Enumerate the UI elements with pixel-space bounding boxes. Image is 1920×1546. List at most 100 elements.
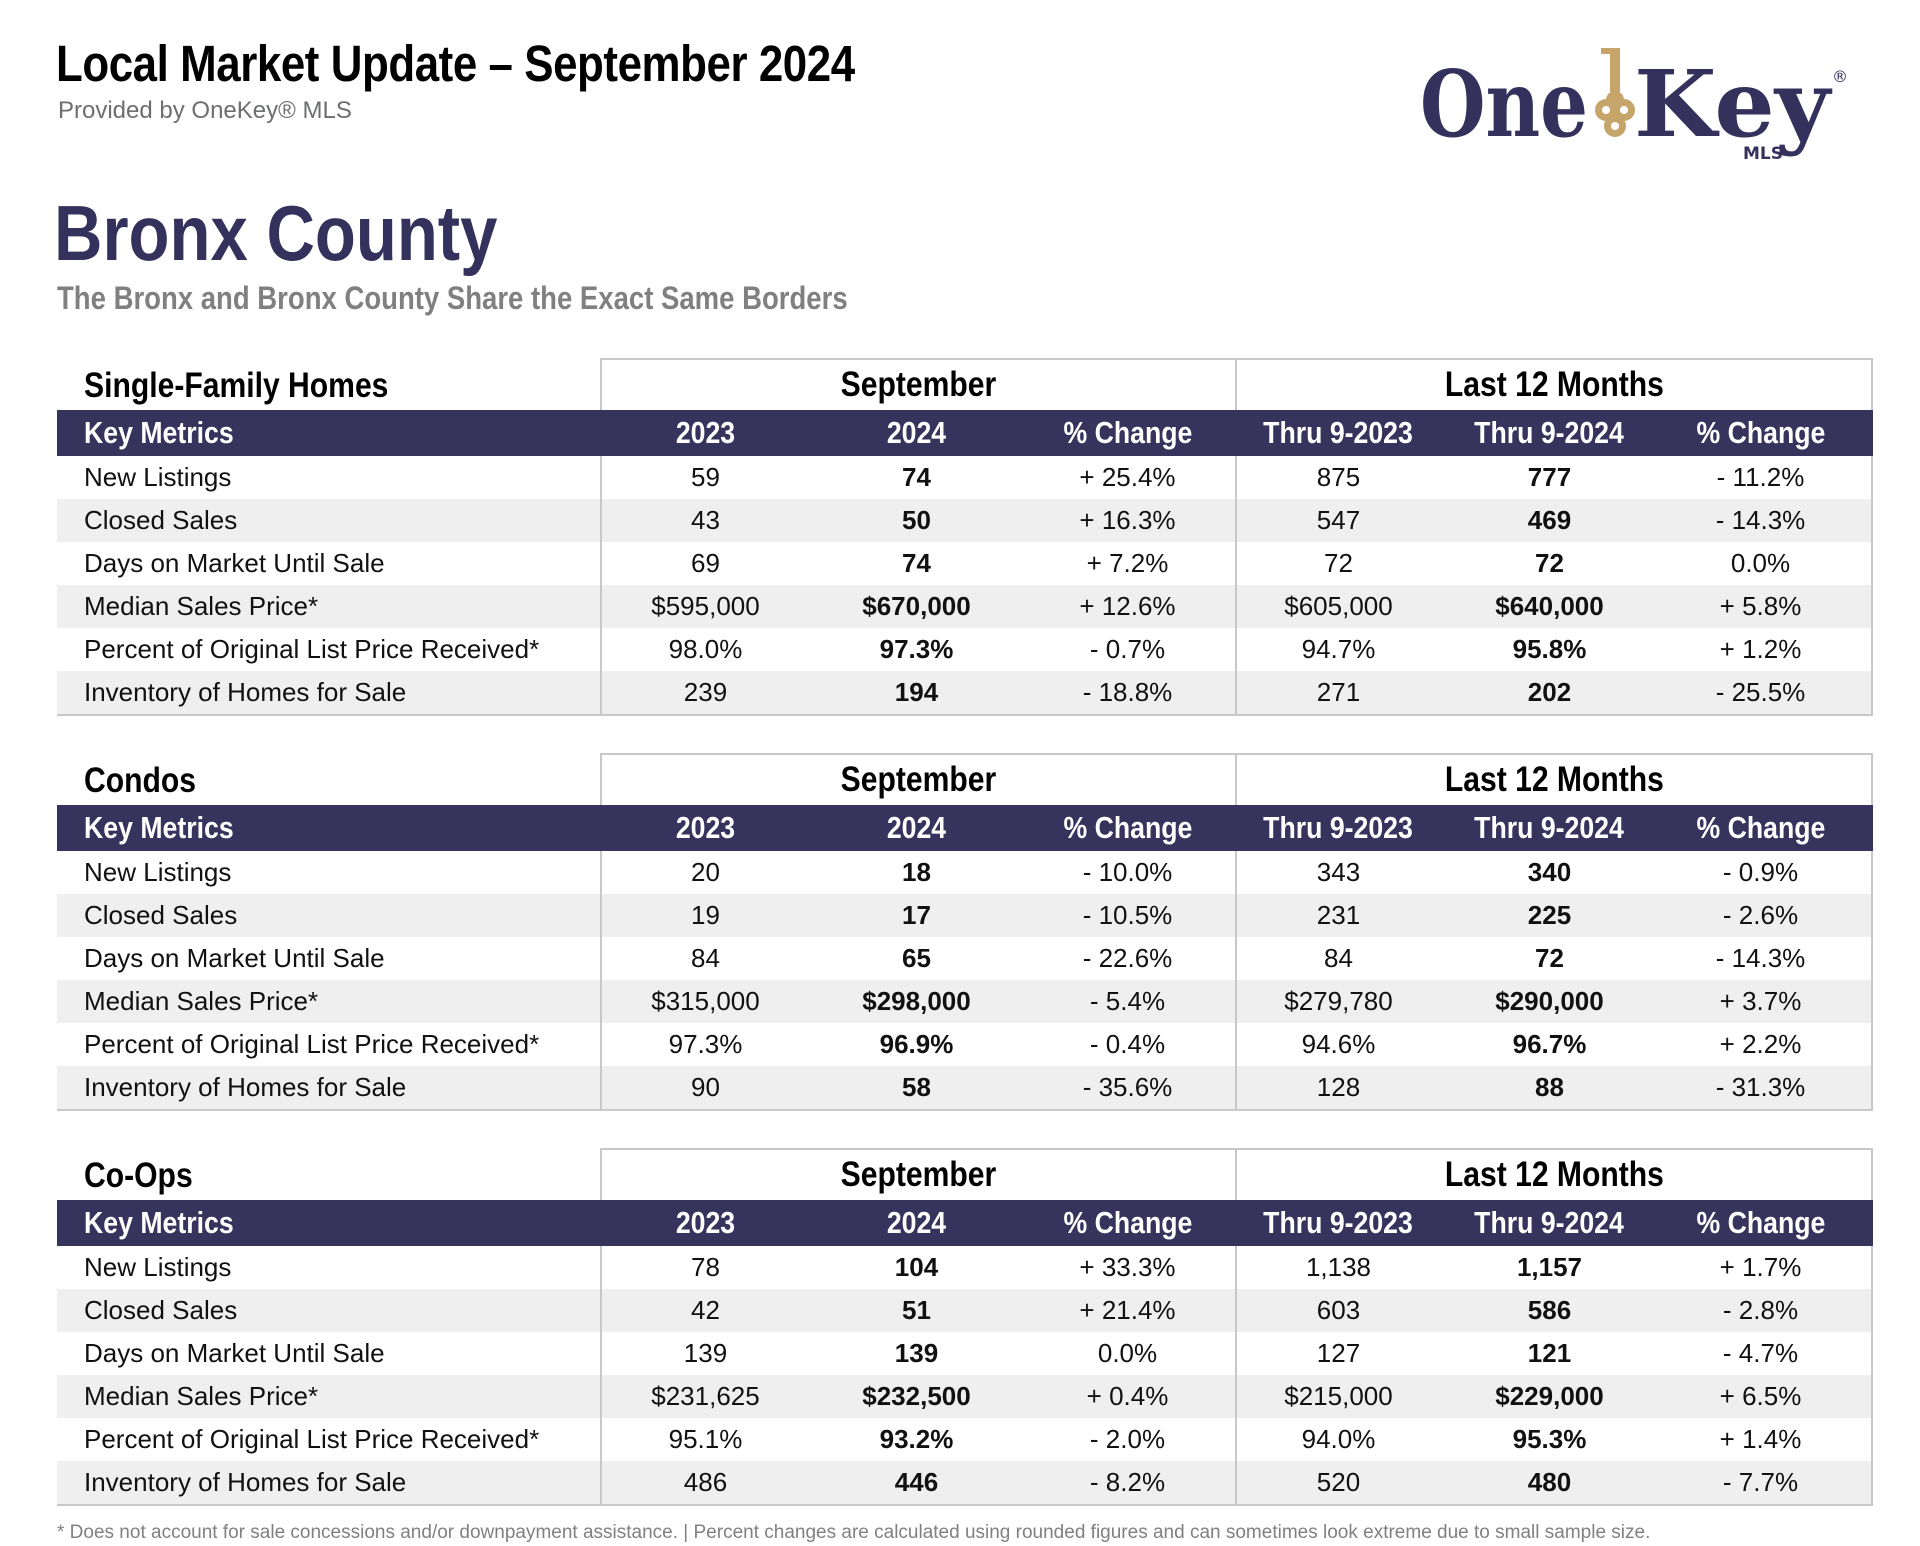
metric-value: - 25.5% — [1715, 677, 1806, 707]
metric-label: Median Sales Price* — [84, 986, 319, 1016]
metric-value: 58 — [902, 1072, 931, 1102]
metric-value: $231,625 — [651, 1381, 760, 1411]
column-header: % Change — [1655, 810, 1866, 846]
metric-value: - 0.7% — [1089, 634, 1166, 664]
column-header-label: Key Metrics — [84, 810, 234, 845]
metric-value: 94.0% — [1301, 1424, 1376, 1454]
column-header-label: 2023 — [675, 1205, 736, 1240]
table-body: New Listings 59 74 + 25.4% 875 777 - 11.2% Clos… — [57, 456, 1873, 716]
metric-value: 98.0% — [668, 634, 743, 664]
metric-value: + 2.2% — [1719, 1029, 1802, 1059]
divider-line — [1235, 456, 1237, 714]
metric-value: $215,000 — [1284, 1381, 1393, 1411]
metric-value: 74 — [902, 462, 931, 492]
table-row: Percent of Original List Price Received*… — [57, 628, 1873, 671]
metric-label: New Listings — [84, 1252, 232, 1282]
metric-value: 97.3% — [879, 634, 954, 664]
report-provider: Provided by OneKey® MLS — [58, 97, 352, 124]
metric-value: 446 — [894, 1467, 939, 1497]
metric-value: $232,500 — [862, 1381, 971, 1411]
metric-value: 0.0% — [1097, 1338, 1158, 1368]
metric-label: Median Sales Price* — [84, 1381, 319, 1411]
metric-label: Days on Market Until Sale — [84, 548, 385, 578]
metric-value: - 0.9% — [1722, 857, 1799, 887]
metric-value: - 2.6% — [1722, 900, 1799, 930]
metric-value: $640,000 — [1495, 591, 1604, 621]
metric-value: 20 — [691, 857, 720, 887]
metric-value: $298,000 — [862, 986, 971, 1016]
table-row: Closed Sales 43 50 + 16.3% 547 469 - 14.3% — [57, 499, 1873, 542]
divider-line — [1871, 1246, 1873, 1504]
metric-value: $279,780 — [1284, 986, 1393, 1016]
column-header: % Change — [1655, 1205, 1866, 1241]
metric-value: 72 — [1535, 548, 1564, 578]
metric-value: - 8.2% — [1089, 1467, 1166, 1497]
metric-value: - 10.0% — [1082, 857, 1173, 887]
section-title: Condos — [84, 761, 197, 800]
column-header: % Change — [1022, 810, 1233, 846]
metric-value: 95.3% — [1512, 1424, 1587, 1454]
metric-value: 96.9% — [879, 1029, 954, 1059]
column-header-label: % Change — [1696, 810, 1825, 845]
metric-value: 128 — [1316, 1072, 1361, 1102]
metric-value: 469 — [1527, 505, 1572, 535]
group-label-month: September — [840, 1155, 997, 1194]
logo-word-key: Key — [1634, 50, 1833, 158]
metric-value: 74 — [902, 548, 931, 578]
metric-value: - 2.8% — [1722, 1295, 1799, 1325]
metric-value: 50 — [902, 505, 931, 535]
table-row: Percent of Original List Price Received*… — [57, 1418, 1873, 1461]
table-row: Days on Market Until Sale 84 65 - 22.6% 84 72… — [57, 937, 1873, 980]
metric-value: 59 — [691, 462, 720, 492]
metric-value: - 18.8% — [1082, 677, 1173, 707]
metric-value: + 7.2% — [1086, 548, 1169, 578]
county-subtitle: The Bronx and Bronx County Share the Exa… — [57, 280, 848, 316]
column-header: 2024 — [811, 1205, 1022, 1241]
column-header-label: % Change — [1063, 810, 1192, 845]
metric-value: 43 — [691, 505, 720, 535]
divider-line — [600, 851, 602, 1109]
column-header-label: Key Metrics — [84, 1205, 234, 1240]
metric-value: 69 — [691, 548, 720, 578]
metric-value: 875 — [1316, 462, 1361, 492]
column-header-label: % Change — [1063, 1205, 1192, 1240]
metric-value: - 11.2% — [1716, 462, 1805, 492]
column-header-label: Thru 9-2023 — [1263, 810, 1414, 845]
divider-line — [1871, 456, 1873, 714]
metric-value: 486 — [683, 1467, 728, 1497]
metric-value: 239 — [683, 677, 728, 707]
metric-value: + 0.4% — [1086, 1381, 1169, 1411]
table-row: Median Sales Price* $595,000 $670,000 + 12.… — [57, 585, 1873, 628]
metric-value: 225 — [1527, 900, 1572, 930]
column-header-label: 2024 — [886, 415, 947, 450]
group-label-12mo: Last 12 Months — [1444, 1155, 1664, 1194]
column-header: Thru 9-2023 — [1233, 415, 1444, 451]
column-header: % Change — [1022, 415, 1233, 451]
metric-value: + 12.6% — [1079, 591, 1176, 621]
metric-value: + 1.2% — [1719, 634, 1802, 664]
table-row: New Listings 59 74 + 25.4% 875 777 - 11.2% — [57, 456, 1873, 499]
metric-value: + 25.4% — [1079, 462, 1176, 492]
metric-value: 72 — [1324, 548, 1353, 578]
group-header-month: September — [600, 358, 1237, 410]
metric-value: $670,000 — [862, 591, 971, 621]
logo-sub-mls: MLS — [1743, 144, 1783, 164]
divider-line — [600, 456, 602, 714]
group-header-month: September — [600, 753, 1237, 805]
metric-value: 95.8% — [1512, 634, 1587, 664]
column-header: 2023 — [600, 415, 811, 451]
column-header: 2024 — [811, 415, 1022, 451]
divider-line — [600, 1246, 602, 1504]
metric-value: 231 — [1316, 900, 1361, 930]
column-header: Thru 9-2024 — [1444, 810, 1655, 846]
table-row: Days on Market Until Sale 139 139 0.0% 127 12… — [57, 1332, 1873, 1375]
metric-value: 18 — [902, 857, 931, 887]
metric-value: - 0.4% — [1089, 1029, 1166, 1059]
metric-value: 202 — [1527, 677, 1572, 707]
metric-label: Closed Sales — [84, 1295, 238, 1325]
metric-value: 121 — [1527, 1338, 1572, 1368]
table-row: Median Sales Price* $315,000 $298,000 - 5.4… — [57, 980, 1873, 1023]
metric-value: 93.2% — [879, 1424, 954, 1454]
column-header: 2023 — [600, 810, 811, 846]
column-header: Thru 9-2023 — [1233, 1205, 1444, 1241]
